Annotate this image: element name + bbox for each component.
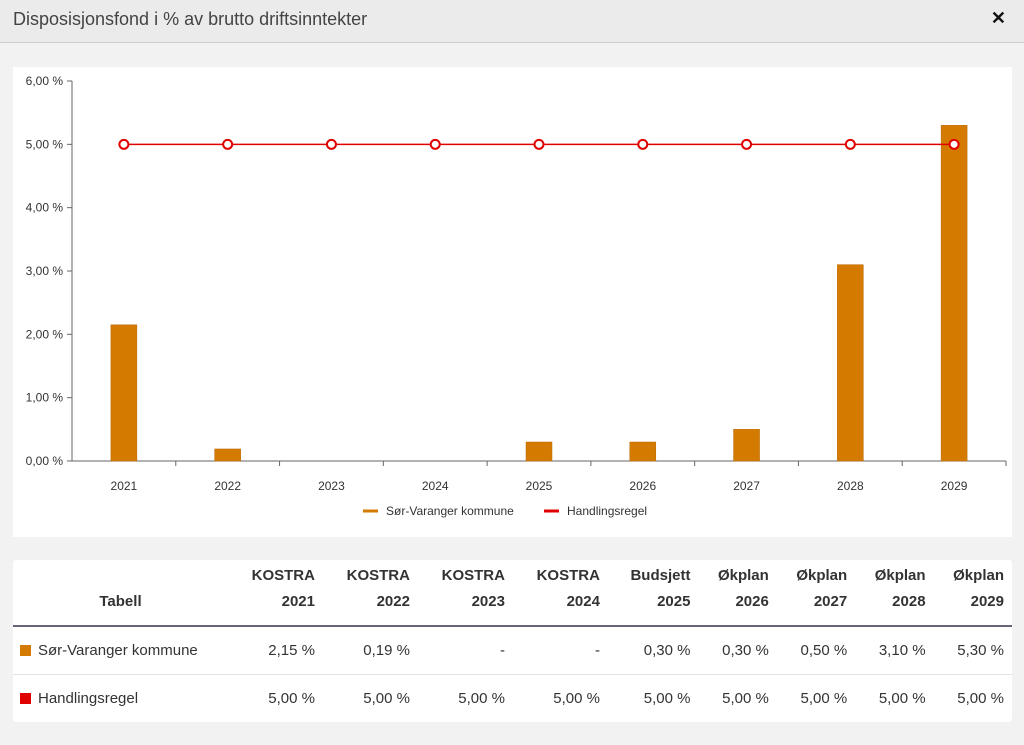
column-header-line: KOSTRA: [251, 567, 315, 584]
line-point: [118, 138, 130, 150]
table-cell: 5,00 %: [643, 689, 691, 707]
column-header-line: 2026: [735, 593, 769, 610]
x-tick-label: 2022: [214, 479, 241, 493]
table-cell: -: [512, 626, 608, 675]
table-corner-header: Tabell: [13, 560, 228, 627]
column-header: KOSTRA 2022: [322, 560, 418, 627]
row-label-cell: Handlingsregel: [13, 674, 228, 722]
y-tick-label: 6,00 %: [26, 74, 64, 88]
column-header-line: 2023: [471, 593, 505, 610]
x-tick-label: 2029: [941, 479, 968, 493]
table-cell: 0,30 %: [607, 626, 699, 675]
table-cell: 5,00 %: [957, 689, 1004, 707]
table-row: Sør-Varanger kommune 2,15 % 0,19 % - -0,30 %…: [13, 626, 1012, 675]
x-tick-label: 2025: [526, 479, 553, 493]
bar: [837, 264, 864, 462]
data-table: Tabell KOSTRA 2021 KOSTRA 2022 KOSTRA 2023 KOST…: [13, 560, 1012, 722]
line-point: [222, 138, 234, 150]
chart-card: 0,00 % 1,00 % 2,00 % 3,00 % 4,00 % 5,00 % 6,00…: [13, 67, 1012, 537]
column-header-line: Økplan: [953, 567, 1004, 584]
column-header-line: Økplan: [874, 567, 926, 584]
legend-label: Handlingsregel: [567, 504, 647, 518]
column-header-line: KOSTRA: [536, 567, 600, 584]
line-point: [844, 138, 856, 150]
table-cell: 3,10 %: [855, 626, 934, 675]
bar: [525, 441, 553, 462]
table-cell: 5,30 %: [933, 626, 1012, 675]
column-header: Økplan 2027: [776, 560, 856, 627]
close-icon[interactable]: ✕: [990, 8, 1006, 28]
x-tick-label: 2026: [629, 479, 656, 493]
x-tick-label: 2024: [422, 479, 449, 493]
y-tick-label: 4,00 %: [26, 201, 64, 215]
column-header: Økplan 2026: [698, 560, 777, 627]
data-table-card: Tabell KOSTRA 2021 KOSTRA 2022 KOSTRA 2023 KOST…: [13, 560, 1012, 722]
column-header: KOSTRA 2024: [512, 560, 608, 627]
bar: [214, 448, 241, 462]
x-tick-label: 2027: [733, 479, 760, 493]
column-header: Økplan 2028: [855, 560, 934, 627]
column-header-line: 2021: [281, 593, 315, 610]
table-cell: 5,00 %: [800, 689, 848, 707]
column-header: Budsjett 2025: [607, 560, 699, 627]
legend-label: Sør-Varanger kommune: [386, 504, 514, 518]
table-row: Handlingsregel 5,00 % 5,00 % 5,00 % 5,00 % 5,…: [13, 674, 1012, 722]
column-header: KOSTRA 2021: [228, 560, 323, 627]
x-tick-label: 2021: [111, 479, 138, 493]
column-header-line: 2022: [376, 593, 410, 610]
y-tick-label: 2,00 %: [26, 327, 64, 341]
row-label: Handlingsregel: [38, 689, 139, 707]
row-label-cell: Sør-Varanger kommune: [13, 626, 228, 675]
table-cell: 5,00 %: [363, 689, 410, 707]
line-point: [325, 138, 337, 150]
line-point: [533, 138, 545, 150]
table-cell: 0,30 %: [698, 626, 777, 675]
dialog-header: Disposisjonsfond i % av brutto driftsinn…: [0, 0, 1024, 43]
y-tick-label: 1,00 %: [26, 391, 64, 405]
line-point: [741, 138, 753, 150]
column-header-line: 2024: [566, 593, 600, 610]
column-header: KOSTRA 2023: [417, 560, 513, 627]
line-point: [637, 138, 649, 150]
column-header: Økplan 2029: [933, 560, 1012, 627]
line-point: [948, 138, 960, 150]
table-cell: 2,15 %: [228, 626, 323, 675]
dialog-title: Disposisjonsfond i % av brutto driftsinn…: [13, 9, 368, 29]
y-tick-label: 3,00 %: [26, 264, 64, 278]
line-point: [429, 138, 441, 150]
x-tick-label: 2028: [837, 479, 864, 493]
x-tick-label: 2023: [318, 479, 345, 493]
table-cell: 5,00 %: [722, 689, 769, 707]
column-header-line: Budsjett: [630, 567, 691, 584]
legend-swatch-icon: [20, 692, 31, 704]
table-cell: 5,00 %: [268, 689, 315, 707]
table-cell: 0,50 %: [776, 626, 856, 675]
y-tick-label: 5,00 %: [26, 137, 64, 151]
bar-line-chart: 0,00 % 1,00 % 2,00 % 3,00 % 4,00 % 5,00 % 6,00…: [26, 74, 1007, 518]
y-tick-label: 0,00 %: [26, 454, 64, 468]
row-label: Sør-Varanger kommune: [38, 641, 198, 659]
column-header-line: Økplan: [717, 567, 769, 584]
bar: [629, 441, 657, 462]
bar: [733, 429, 760, 462]
bar: [940, 125, 968, 462]
column-header-line: 2029: [970, 593, 1004, 610]
column-header-line: 2028: [892, 593, 926, 610]
column-header-line: 2025: [657, 593, 691, 610]
column-header-line: KOSTRA: [346, 567, 410, 584]
table-cell: -: [417, 626, 513, 675]
table-cell: 5,00 %: [878, 689, 926, 707]
column-header-line: KOSTRA: [441, 567, 505, 584]
column-header-line: Økplan: [796, 567, 848, 584]
table-cell: 5,00 %: [553, 689, 600, 707]
table-cell: 5,00 %: [458, 689, 505, 707]
legend-swatch-icon: [20, 644, 31, 656]
column-header-line: 2027: [813, 593, 848, 610]
table-cell: 0,19 %: [322, 626, 418, 675]
bar: [110, 324, 138, 462]
